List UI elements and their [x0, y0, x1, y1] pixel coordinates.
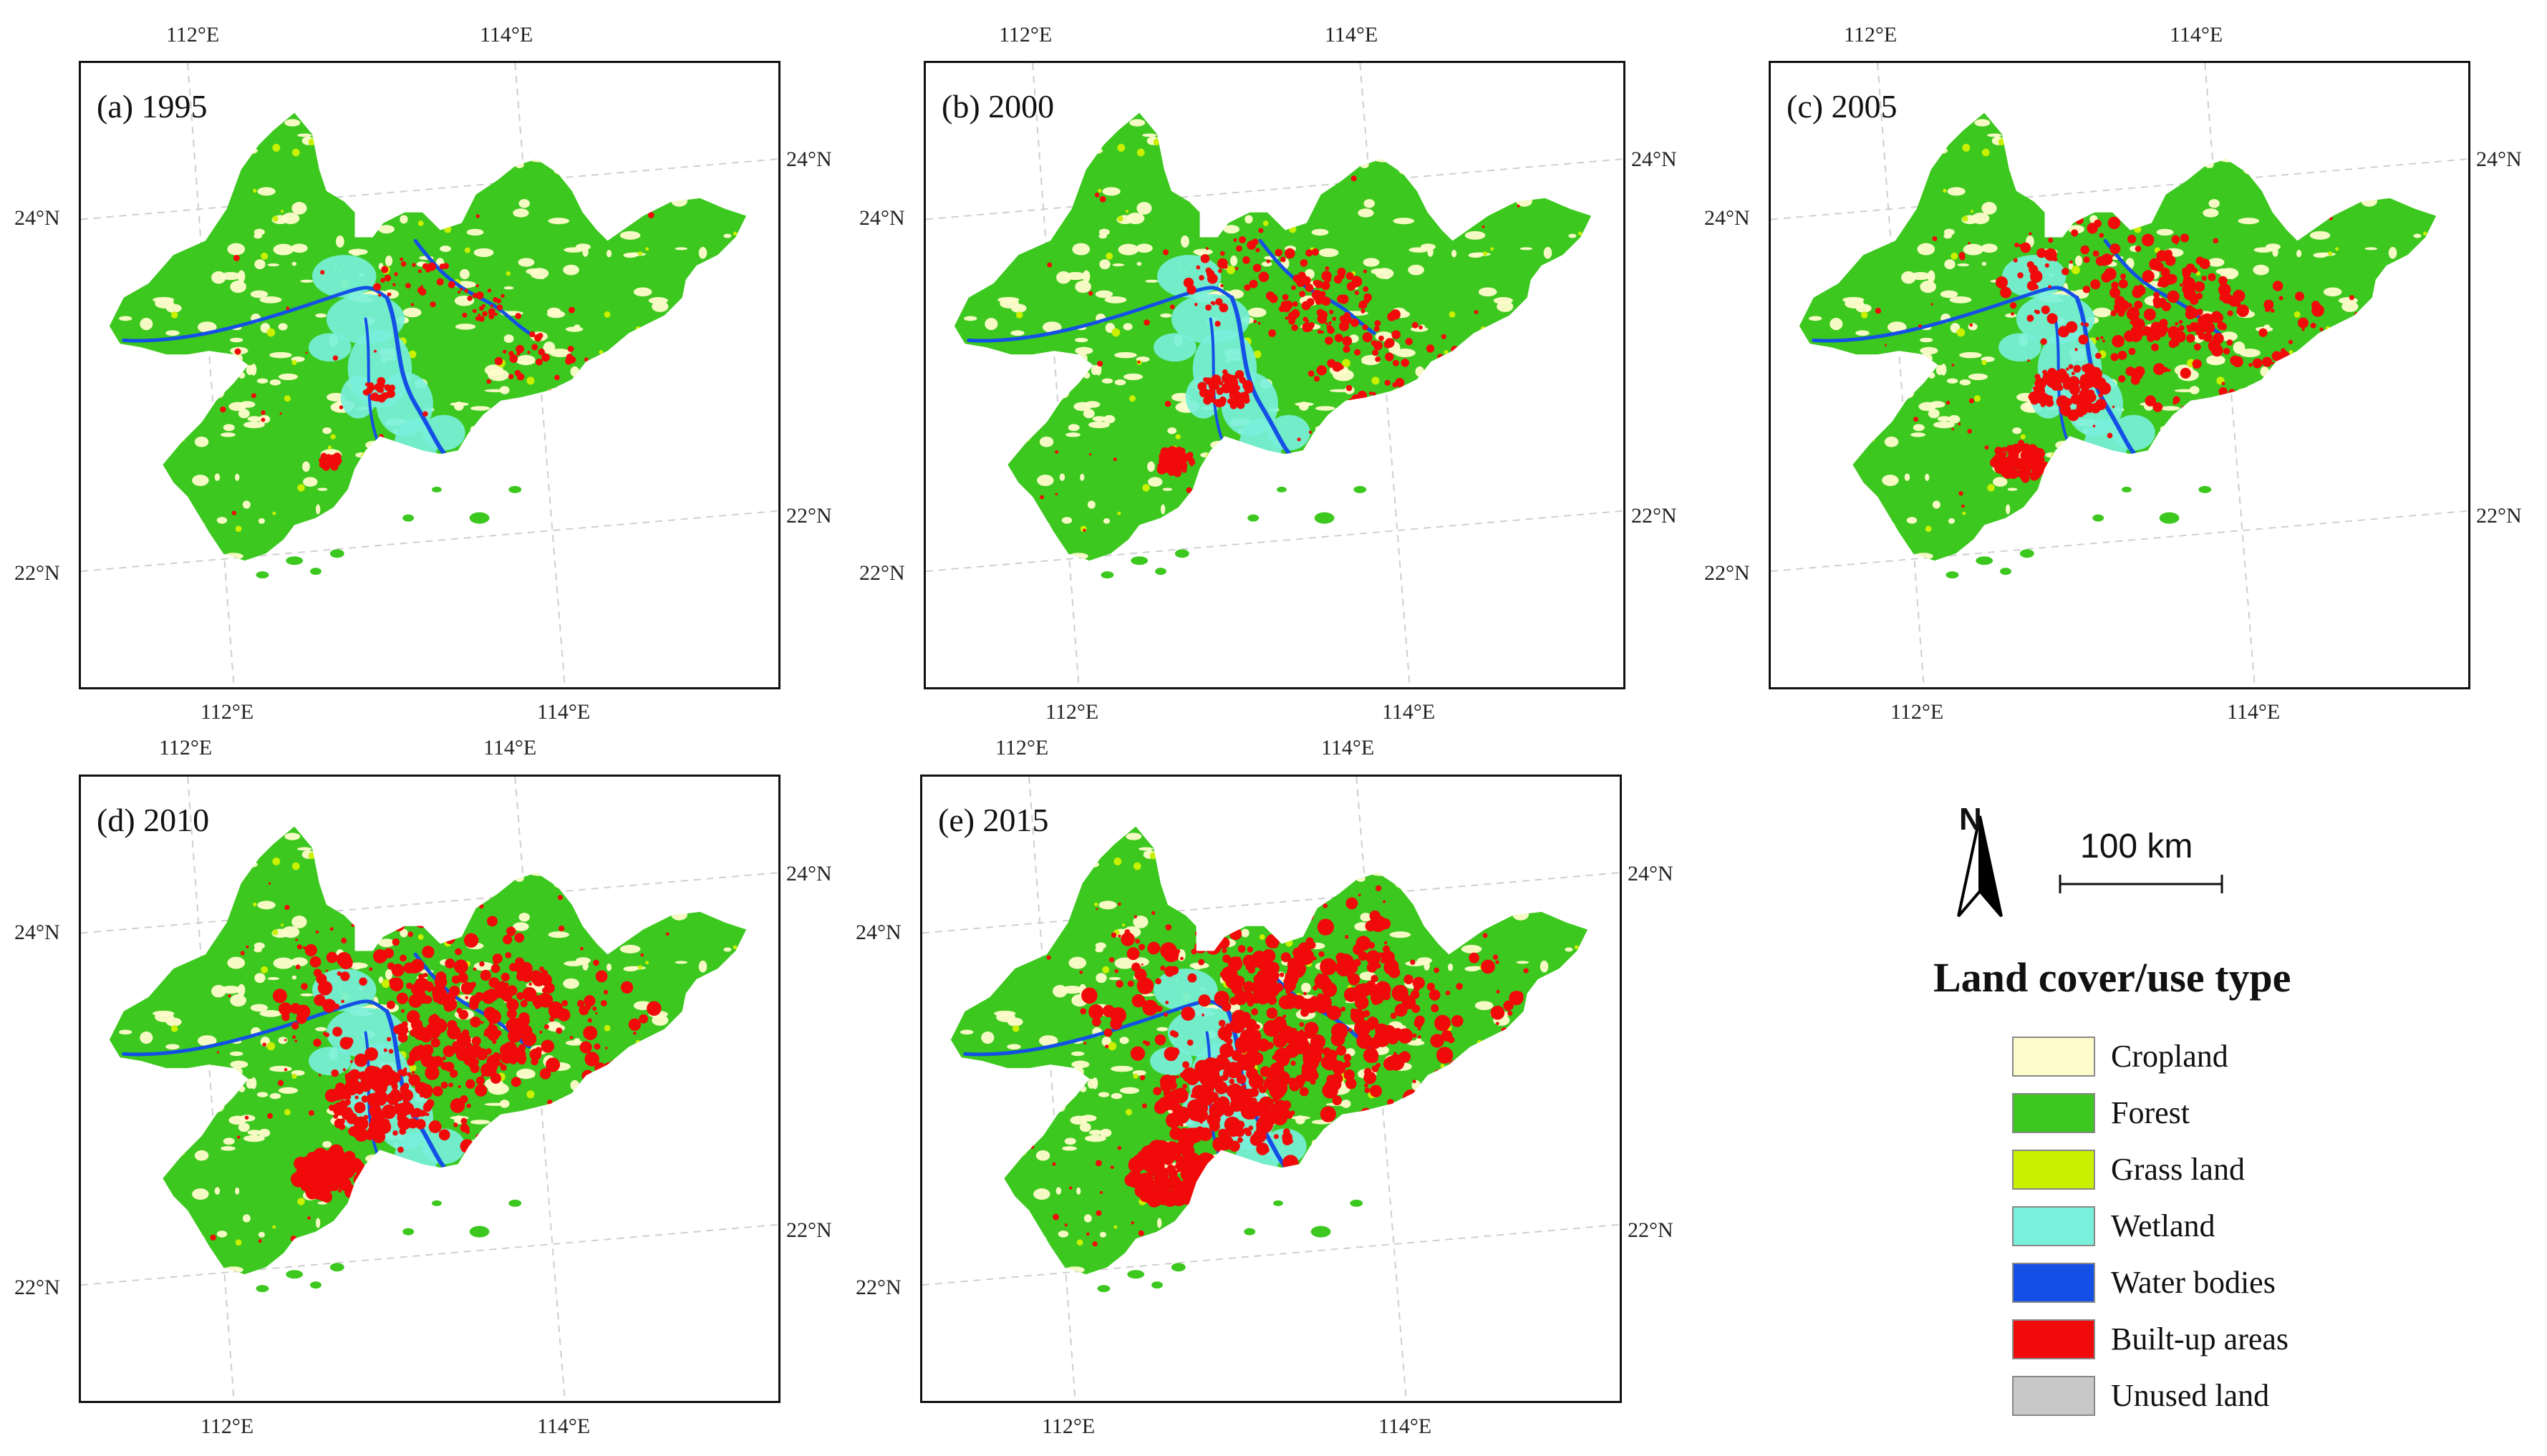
legend-swatch	[2012, 1376, 2095, 1416]
legend-label: Wetland	[2111, 1208, 2215, 1243]
land-cover-map	[81, 63, 778, 687]
legend-title: Land cover/use type	[1933, 954, 2291, 1001]
panel-label: (e) 2015	[938, 802, 1049, 838]
lon-label-top: 114°E	[1321, 736, 1375, 759]
legend-swatch	[2012, 1093, 2095, 1133]
lon-label-bottom: 112°E	[1045, 700, 1099, 724]
lon-label-top: 112°E	[995, 736, 1049, 759]
lat-label-left: 22°N	[856, 1276, 902, 1299]
legend-swatch	[2012, 1263, 2095, 1303]
lon-label-bottom: 112°E	[1890, 700, 1944, 724]
lat-label-right: 22°N	[786, 504, 832, 528]
legend-swatch	[2012, 1206, 2095, 1246]
panel-label: (b) 2000	[942, 88, 1055, 125]
lat-label-right: 22°N	[1631, 504, 1677, 528]
panel-label: (d) 2010	[97, 802, 210, 838]
lat-label-right: 24°N	[2476, 147, 2522, 171]
legend-label: Grass land	[2111, 1152, 2245, 1187]
lat-label-left: 24°N	[14, 206, 60, 230]
lon-label-bottom: 114°E	[1378, 1414, 1432, 1438]
legend-label: Built-up areas	[2111, 1321, 2289, 1356]
lat-label-right: 22°N	[1628, 1218, 1673, 1242]
lat-label-left: 24°N	[14, 921, 60, 944]
panel-label: (c) 2005	[1787, 88, 1898, 125]
lon-label-top: 114°E	[1325, 23, 1378, 47]
land-cover-map	[81, 777, 778, 1401]
map-legend: N 100 km Land cover/use type Cropland Fo…	[1862, 773, 2535, 1432]
lat-label-right: 24°N	[786, 147, 832, 171]
lon-label-bottom: 114°E	[2227, 700, 2281, 724]
scale-bar	[2059, 875, 2223, 893]
lon-label-top: 114°E	[483, 736, 537, 759]
lon-label-top: 114°E	[2170, 23, 2223, 47]
legend-swatch	[2012, 1150, 2095, 1190]
legend-label: Water bodies	[2111, 1265, 2276, 1300]
lon-label-top: 114°E	[480, 23, 533, 47]
lon-label-bottom: 112°E	[1042, 1414, 1096, 1438]
lon-label-top: 112°E	[159, 736, 213, 759]
lon-label-top: 112°E	[166, 23, 220, 47]
lon-label-bottom: 114°E	[537, 1414, 591, 1438]
map-panel-b: (b) 2000	[924, 61, 1625, 689]
lat-label-left: 24°N	[856, 921, 902, 944]
lon-label-top: 112°E	[999, 23, 1053, 47]
panel-label: (a) 1995	[97, 88, 208, 125]
scale-label: 100 km	[2080, 828, 2193, 865]
lon-label-top: 112°E	[1844, 23, 1898, 47]
map-panel-e: (e) 2015	[920, 775, 1622, 1403]
land-cover-map	[922, 777, 1620, 1401]
land-cover-map	[1771, 63, 2468, 687]
legend-swatch	[2012, 1319, 2095, 1359]
lat-label-right: 22°N	[2476, 504, 2522, 528]
lon-label-bottom: 114°E	[1382, 700, 1436, 724]
legend-swatch	[2012, 1037, 2095, 1077]
legend-label: Unused land	[2111, 1378, 2270, 1413]
lat-label-left: 24°N	[859, 206, 905, 230]
map-panel-c: (c) 2005	[1769, 61, 2470, 689]
legend-label: Forest	[2111, 1095, 2190, 1130]
lat-label-left: 22°N	[14, 561, 60, 585]
legend-label: Cropland	[2111, 1039, 2228, 1074]
lon-label-bottom: 112°E	[200, 1414, 254, 1438]
land-cover-map	[926, 63, 1623, 687]
lat-label-left: 22°N	[14, 1276, 60, 1299]
lat-label-left: 22°N	[1704, 561, 1750, 585]
map-panel-d: (d) 2010	[79, 775, 780, 1403]
lon-label-bottom: 112°E	[200, 700, 254, 724]
lat-label-right: 24°N	[1631, 147, 1677, 171]
lat-label-left: 24°N	[1704, 206, 1750, 230]
north-arrow-icon	[1957, 815, 2003, 918]
lat-label-right: 22°N	[786, 1218, 832, 1242]
lat-label-left: 22°N	[859, 561, 905, 585]
lon-label-bottom: 114°E	[537, 700, 591, 724]
map-panel-a: (a) 1995	[79, 61, 780, 689]
lat-label-right: 24°N	[786, 862, 832, 885]
north-label: N	[1959, 802, 1982, 837]
lat-label-right: 24°N	[1628, 862, 1673, 885]
